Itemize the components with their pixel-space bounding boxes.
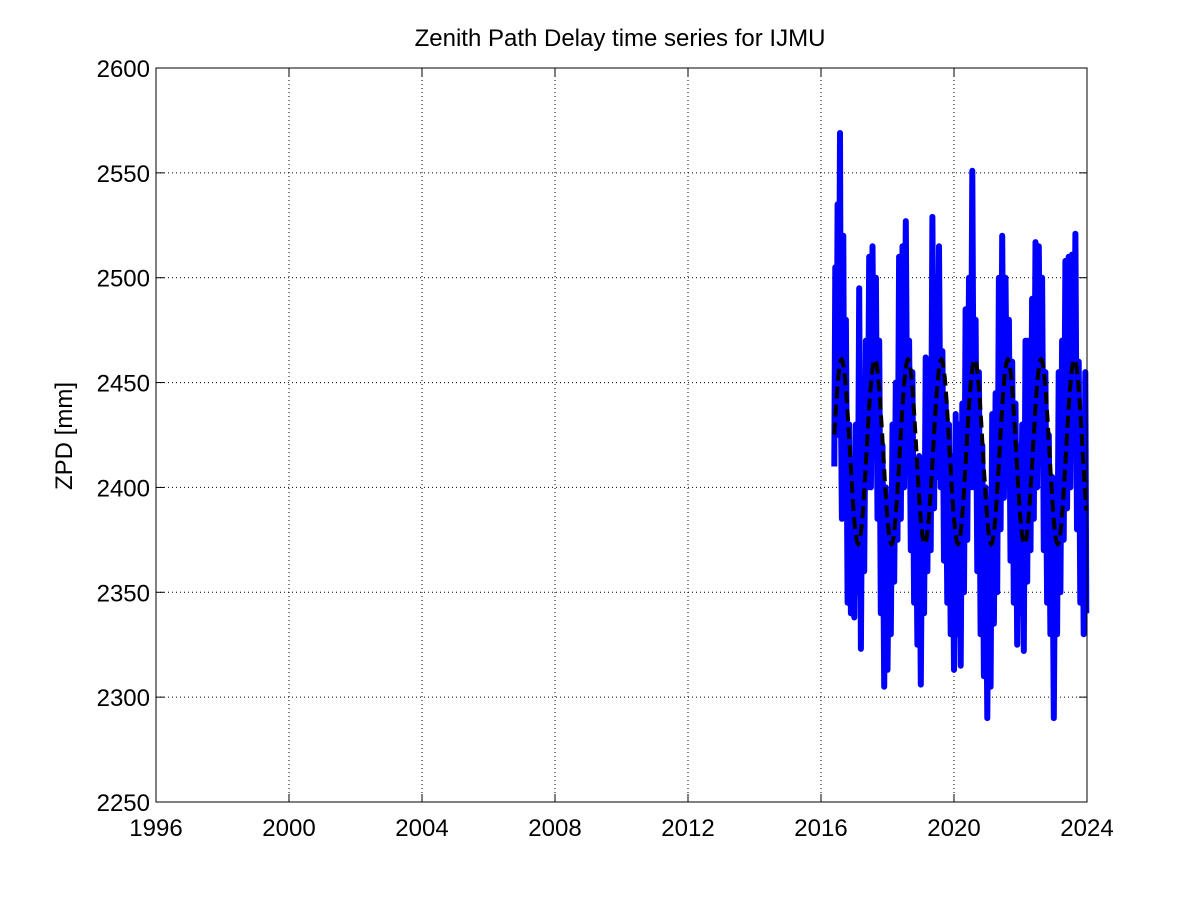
- y-tick-labels: 2250 2300 2350 2400 2450 2500 2550 2600: [97, 56, 150, 817]
- x-tick-label: 2024: [1060, 815, 1113, 842]
- y-tick-label: 2400: [97, 475, 150, 502]
- zpd-observed-line: [831, 130, 1090, 722]
- data-series: [831, 130, 1090, 722]
- y-tick-label: 2550: [97, 161, 150, 188]
- y-tick-label: 2250: [97, 790, 150, 817]
- axes-box: [155, 67, 1088, 803]
- y-tick-label: 2450: [97, 371, 150, 398]
- x-tick-label: 2020: [927, 815, 980, 842]
- chart-title: Zenith Path Delay time series for IJMU: [415, 25, 826, 52]
- x-tick-label: 1996: [129, 815, 182, 842]
- y-tick-label: 2600: [97, 56, 150, 83]
- zpd-seasonal-fit-line: [832, 356, 1089, 548]
- y-tick-label: 2350: [97, 580, 150, 607]
- y-tick-label: 2300: [97, 685, 150, 712]
- x-tick-label: 2016: [794, 815, 847, 842]
- y-axis-label: ZPD [mm]: [51, 382, 78, 490]
- x-tick-labels: 1996 2000 2004 2008 2012 2016 2020 2024: [129, 815, 1113, 842]
- y-tick-label: 2500: [97, 266, 150, 293]
- x-tick-label: 2008: [528, 815, 581, 842]
- x-tick-label: 2012: [661, 815, 714, 842]
- x-tick-label: 2000: [262, 815, 315, 842]
- x-tick-label: 2004: [395, 815, 448, 842]
